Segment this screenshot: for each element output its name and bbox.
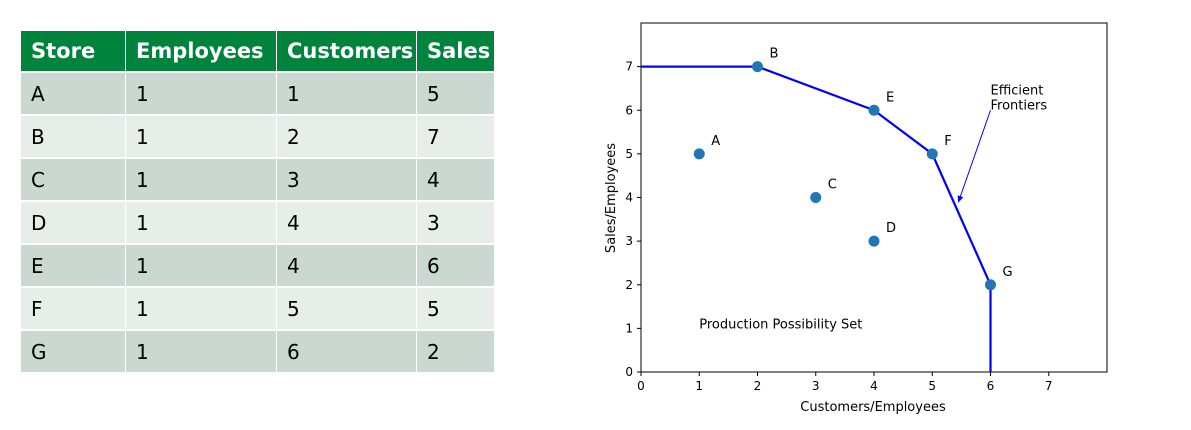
cell-sales: 5 xyxy=(417,288,494,331)
cell-customers: 3 xyxy=(277,159,417,202)
cell-employees: 1 xyxy=(126,159,277,202)
point-label: F xyxy=(944,134,951,149)
efficient-frontiers-label-line-2: Frontiers xyxy=(991,98,1048,113)
y-tick-label: 2 xyxy=(625,278,633,292)
point-label: E xyxy=(886,90,894,105)
data-point xyxy=(926,148,938,160)
y-tick-label: 4 xyxy=(625,191,633,205)
cell-store: F xyxy=(21,288,126,331)
cell-employees: 1 xyxy=(126,116,277,159)
table-row: C 1 3 4 xyxy=(21,159,494,202)
y-tick-label: 0 xyxy=(625,365,633,379)
header-store: Store xyxy=(21,31,126,73)
cell-sales: 4 xyxy=(417,159,494,202)
cell-store: B xyxy=(21,116,126,159)
data-point xyxy=(752,61,763,73)
table-row: G 1 6 2 xyxy=(21,331,494,372)
cell-employees: 1 xyxy=(126,73,277,116)
cell-store: E xyxy=(21,245,126,288)
y-tick-label: 5 xyxy=(625,147,633,161)
cell-employees: 1 xyxy=(126,288,277,331)
x-tick-label: 5 xyxy=(928,379,936,393)
header-sales: Sales xyxy=(417,31,494,73)
x-tick-label: 6 xyxy=(987,379,995,393)
frontier-annotation-arrow xyxy=(957,110,991,203)
data-point xyxy=(810,192,822,203)
efficient-frontiers-label: Efficient Frontiers xyxy=(991,83,1048,113)
store-table: Store Employees Customers Sales A 1 1 5 … xyxy=(21,31,494,372)
x-tick-label: 0 xyxy=(637,379,645,393)
cell-sales: 6 xyxy=(417,245,494,288)
y-axis-label: Sales/Employees xyxy=(604,143,619,253)
cell-employees: 1 xyxy=(126,245,277,288)
y-tick-label: 6 xyxy=(625,103,633,117)
x-axis-label: Customers/Employees xyxy=(800,400,946,415)
cell-customers: 6 xyxy=(277,331,417,372)
cell-store: D xyxy=(21,202,126,245)
store-table-container: Store Employees Customers Sales A 1 1 5 … xyxy=(21,31,494,372)
cell-employees: 1 xyxy=(126,331,277,372)
point-label: C xyxy=(828,178,837,193)
header-customers: Customers xyxy=(277,31,417,73)
cell-customers: 5 xyxy=(277,288,417,331)
y-tick-label: 7 xyxy=(625,60,633,74)
production-possibility-label: Production Possibility Set xyxy=(699,317,862,332)
x-tick-label: 2 xyxy=(754,379,762,393)
y-tick-label: 1 xyxy=(625,321,633,335)
x-tick-label: 3 xyxy=(812,379,820,393)
x-tick-label: 4 xyxy=(870,379,878,393)
point-label: A xyxy=(711,134,720,149)
data-point xyxy=(868,104,880,116)
efficient-frontiers-label-line-1: Efficient xyxy=(991,83,1044,98)
table-row: F 1 5 5 xyxy=(21,288,494,331)
cell-employees: 1 xyxy=(126,202,277,245)
efficient-frontier-line xyxy=(641,65,992,372)
cell-store: G xyxy=(21,331,126,372)
data-point xyxy=(693,148,705,160)
cell-sales: 3 xyxy=(417,202,494,245)
x-tick-label: 1 xyxy=(695,379,703,393)
y-tick-label: 3 xyxy=(625,234,633,248)
table-row: D 1 4 3 xyxy=(21,202,494,245)
cell-customers: 4 xyxy=(277,245,417,288)
table-row: E 1 4 6 xyxy=(21,245,494,288)
cell-store: C xyxy=(21,159,126,202)
data-point xyxy=(868,235,880,247)
cell-sales: 7 xyxy=(417,116,494,159)
chart-plot-layer: 0 1 2 3 4 5 6 7 0 1 2 3 4 5 6 7 A B C D E F G xyxy=(625,22,1108,393)
cell-customers: 4 xyxy=(277,202,417,245)
cell-customers: 1 xyxy=(277,73,417,116)
data-point xyxy=(985,279,996,291)
cell-sales: 2 xyxy=(417,331,494,372)
cell-store: A xyxy=(21,73,126,116)
point-label: D xyxy=(886,221,896,236)
cell-customers: 2 xyxy=(277,116,417,159)
x-tick-label: 7 xyxy=(1045,379,1053,393)
table-row: A 1 1 5 xyxy=(21,73,494,116)
header-employees: Employees xyxy=(126,31,277,73)
point-label: G xyxy=(1003,265,1013,280)
cell-sales: 5 xyxy=(417,73,494,116)
point-label: B xyxy=(770,47,779,62)
table-row: B 1 2 7 xyxy=(21,116,494,159)
table-header-row: Store Employees Customers Sales xyxy=(21,31,494,73)
